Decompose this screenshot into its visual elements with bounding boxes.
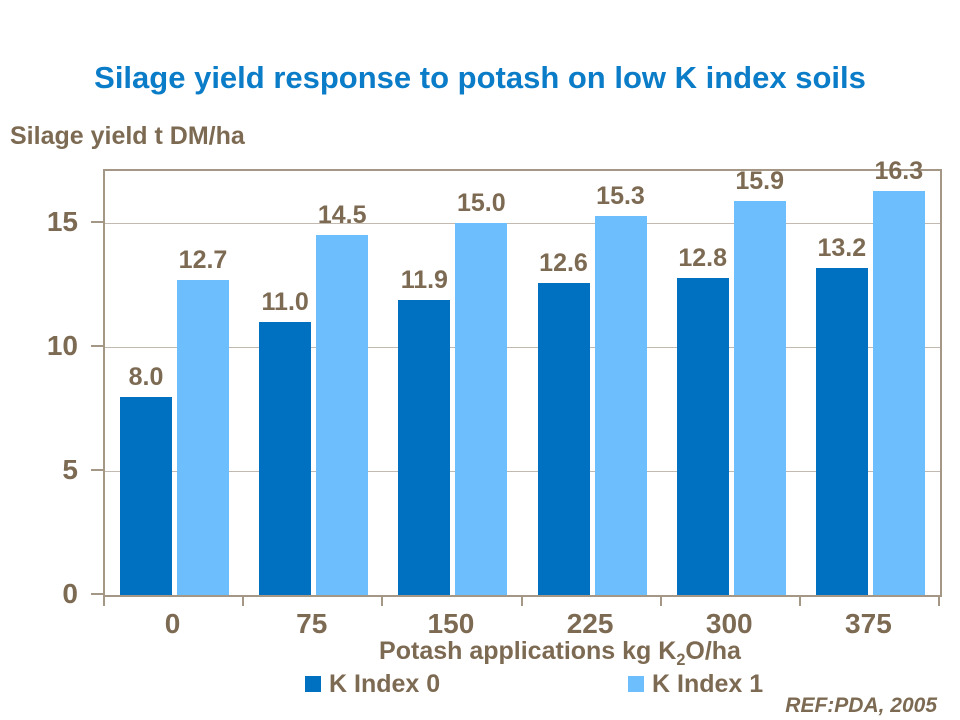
bar-value-label: 12.7 [178,246,228,275]
bar-k-index-0-75 [259,322,312,595]
bar-k-index-1-150 [455,223,508,595]
bar-value-label: 8.0 [128,362,164,391]
x-axis-title-suffix: O/ha [685,637,741,665]
legend-swatch-light-blue [628,676,644,692]
legend: K Index 0 K Index 1 [0,669,960,698]
x-tick-mark-3 [520,595,523,606]
bar-k-index-1-75 [316,235,369,595]
y-tick-mark-10 [91,345,104,348]
bar-k-index-1-300 [733,200,786,595]
x-tick-label-300: 300 [705,608,753,639]
bar-value-label: 14.5 [317,201,367,230]
bar-k-index-0-150 [398,299,451,595]
bar-k-index-1-375 [872,190,925,595]
x-tick-mark-6 [938,595,940,606]
bar-k-index-0-225 [537,282,590,595]
bar-value-label: 15.3 [596,181,645,210]
bar-value-label: 11.9 [400,265,448,294]
x-tick-label-75: 75 [296,608,328,639]
chart-title: Silage yield response to potash on low K… [94,60,866,95]
plot-area: 8.0 11.0 11.9 12.6 12.8 13.2 12.7 14.5 15.0 15.3 1… [103,157,942,597]
x-tick-mark-5 [798,595,801,606]
reference-note: REF:PDA, 2005 [785,694,937,717]
bar-value-label: 15.0 [456,189,506,218]
bar-value-label: 16.3 [874,156,924,185]
legend-entry-k-index-1: K Index 1 [628,669,764,698]
y-tick-label-5: 5 [62,454,78,486]
legend-label: K Index 0 [329,669,441,698]
x-tick-mark-2 [381,595,384,606]
legend-swatch-dark-blue [305,676,321,692]
y-tick-mark-5 [91,469,104,472]
y-tick-label-15: 15 [46,206,78,238]
gridline-y-10 [105,347,940,349]
x-tick-mark-4 [659,595,662,606]
bar-value-label: 15.9 [735,166,784,195]
bar-k-index-1-225 [594,215,647,595]
gridline-y-15 [105,223,940,225]
x-tick-label-225: 225 [566,608,614,639]
bar-k-index-1-0 [177,280,229,595]
gridline-y-5 [105,471,940,473]
bar-value-label: 12.8 [678,243,727,272]
x-tick-label-150: 150 [427,608,475,639]
x-tick-label-0: 0 [164,608,181,639]
x-tick-mark-0 [103,595,105,606]
y-tick-mark-15 [91,221,104,224]
bar-value-label: 13.2 [817,233,867,262]
y-tick-label-0: 0 [62,578,78,609]
y-axis-unit-label: Silage yield t DM/ha [10,122,245,150]
legend-label: K Index 1 [652,669,764,698]
x-tick-mark-1 [242,595,245,606]
x-axis-title: Potash applications kg K2O/ha [0,637,960,670]
bar-k-index-0-300 [676,277,729,595]
y-tick-label-10: 10 [46,330,78,362]
bar-value-label: 12.6 [539,248,588,277]
bar-value-label: 11.0 [261,288,309,317]
bar-k-index-0-375 [815,267,868,595]
x-axis-title-text: Potash applications kg K [379,637,677,665]
x-axis-title-subscript: 2 [676,651,686,669]
x-tick-label-375: 375 [845,608,892,639]
bar-k-index-0-0 [120,396,172,595]
legend-entry-k-index-0: K Index 0 [305,669,441,698]
y-tick-mark-0 [91,593,104,595]
